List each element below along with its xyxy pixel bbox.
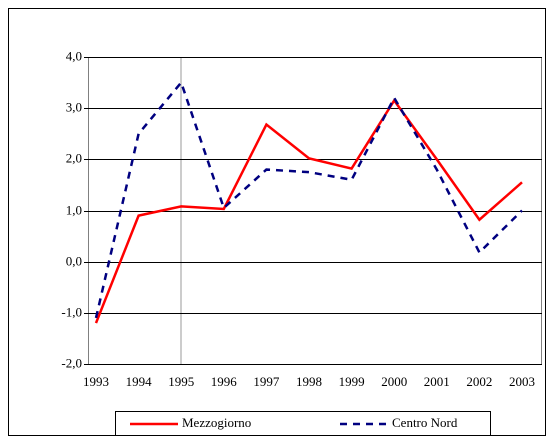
legend-label: Centro Nord [392,415,458,430]
x-tick-label: 2002 [466,374,492,389]
x-tick-label: 1997 [253,374,280,389]
legend-label: Mezzogiorno [182,415,251,430]
x-tick-label: 2001 [424,374,450,389]
y-tick-label: 3,0 [66,99,82,114]
x-tick-label: 2003 [509,374,535,389]
y-tick-label: 2,0 [66,150,82,165]
y-tick-label: 1,0 [66,202,82,217]
y-tick-label: -2,0 [61,355,82,370]
series-line [94,98,523,324]
x-tick-label: 2000 [381,374,407,389]
y-tick-label: 4,0 [66,48,82,63]
x-tick-label: 1993 [83,374,109,389]
x-tick-label: 1994 [126,374,153,389]
x-tick-label: 1996 [211,374,238,389]
x-tick-label: 1995 [168,374,194,389]
y-tick-label: 0,0 [66,253,82,268]
x-tick-label: 1998 [296,374,322,389]
x-tick-label: 1999 [339,374,365,389]
y-tick-label: -1,0 [61,304,82,319]
chart-border [8,8,546,436]
